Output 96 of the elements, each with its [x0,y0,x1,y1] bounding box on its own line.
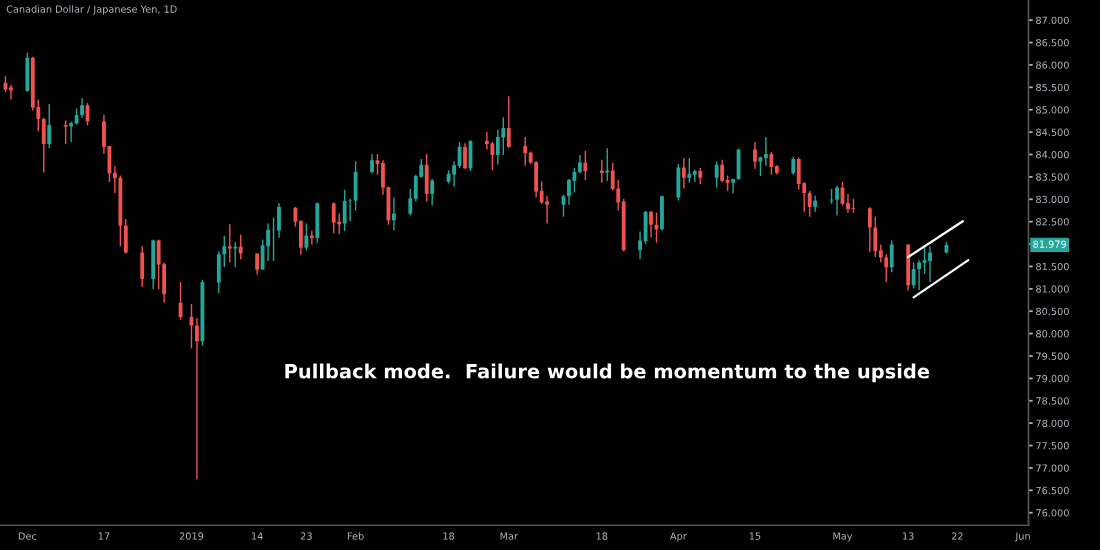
candlestick [813,194,818,213]
candlestick [304,222,309,252]
text: Canadian Dollar / Japanese Yen, 1D [6,5,177,15]
y-tick-label: 83.000 [1036,195,1069,204]
x-tick-label: 22 [951,532,963,540]
candlestick [769,151,774,176]
x-tick-label: Feb [347,532,364,540]
candlestick [720,159,725,183]
y-tick-label: 81.500 [1036,262,1069,271]
candlestick [523,136,528,167]
candlestick [36,98,41,132]
candlestick [928,245,932,283]
candlestick [195,317,199,480]
candlestick [835,185,839,217]
candlestick [638,230,642,260]
y-tick-label: 87.000 [1036,16,1069,24]
candlestick [348,198,353,222]
candlestick [616,179,621,212]
candlestick [763,136,768,167]
y-tick-label: 76.000 [1036,509,1069,517]
y-tick-label: 78.500 [1036,397,1069,405]
x-tick-label: 17 [98,532,110,540]
candlestick [342,189,347,232]
candlestick [545,194,549,225]
candlestick [577,154,582,174]
y-tick-label: 82.500 [1036,218,1069,226]
candlestick [238,233,243,260]
candlestick [506,95,511,149]
y-tick-label: 80.500 [1036,307,1069,316]
x-tick-label: 13 [903,532,914,540]
x-tick-label: 2019 [179,532,204,540]
y-tick-label: 81.000 [1036,285,1069,293]
candlestick [873,216,878,258]
x-tick-label: Apr [670,532,687,542]
candlestick [917,259,921,291]
x-tick-label: Dec [18,532,37,540]
x-tick-label: 15 [749,532,761,540]
candlestick [610,162,615,192]
y-tick-label: 85.000 [1036,106,1069,114]
candlestick [539,180,544,205]
candlestick [391,196,396,232]
candlestick [47,103,52,149]
candlestick [233,241,238,269]
y-tick-label: 80.000 [1036,330,1069,338]
candlestick [227,223,232,264]
candlestick [867,206,872,253]
candlestick [9,83,13,101]
y-tick-label: 77.500 [1036,442,1069,450]
x-tick-label: 18 [596,532,608,540]
candlestick [495,129,500,166]
candlestick [430,178,435,207]
x-tick-label: 23 [300,532,312,540]
y-tick-label: 83.500 [1036,173,1069,181]
x-tick-label: Jun [1014,532,1030,542]
y-tick-label: 78.000 [1036,419,1069,427]
candlestick [846,193,850,214]
candlestick [69,121,74,143]
x-tick-label: 18 [443,532,455,540]
candlestick [63,119,68,145]
candlestick [583,150,588,181]
candlestick [408,188,413,217]
y-tick-label: 84.000 [1036,150,1069,159]
x-tick-label: May [833,532,853,542]
candlestick [911,261,916,290]
candlestick [277,202,281,239]
candlestick [255,252,260,276]
candlestick [222,235,227,268]
annotation: Pullback mode. Failure would be momentum to the upside [285,363,930,383]
candlestick [463,142,467,170]
candlestick [649,210,653,239]
y-tick-label: 76.500 [1036,486,1069,495]
y-tick-label: 79.000 [1036,374,1069,383]
y-tick-label: 79.500 [1036,352,1069,360]
y-tick-label: 86.000 [1036,61,1069,69]
candlestick [501,116,506,156]
candlestick [807,190,812,218]
candlestick [112,165,117,194]
annotation: 81.979 [1033,240,1066,248]
x-tick-label: 14 [252,532,263,540]
candlestick [80,97,84,119]
candlestick [271,216,276,262]
candlestick [753,141,757,170]
candlestick [922,245,927,275]
y-tick-label: 77.000 [1036,464,1069,472]
candlestick [370,153,374,174]
candlestick [681,157,686,190]
candlestick [714,160,719,189]
x-tick-label: Mar [500,532,518,540]
y-tick-label: 84.500 [1036,128,1069,136]
y-tick-label: 85.500 [1036,83,1069,92]
candlestick [687,157,692,184]
candlestick [567,178,571,206]
candlestick [731,177,735,195]
candlestick [889,239,894,273]
candlestick [884,253,889,283]
y-tick-label: 86.500 [1036,39,1069,47]
